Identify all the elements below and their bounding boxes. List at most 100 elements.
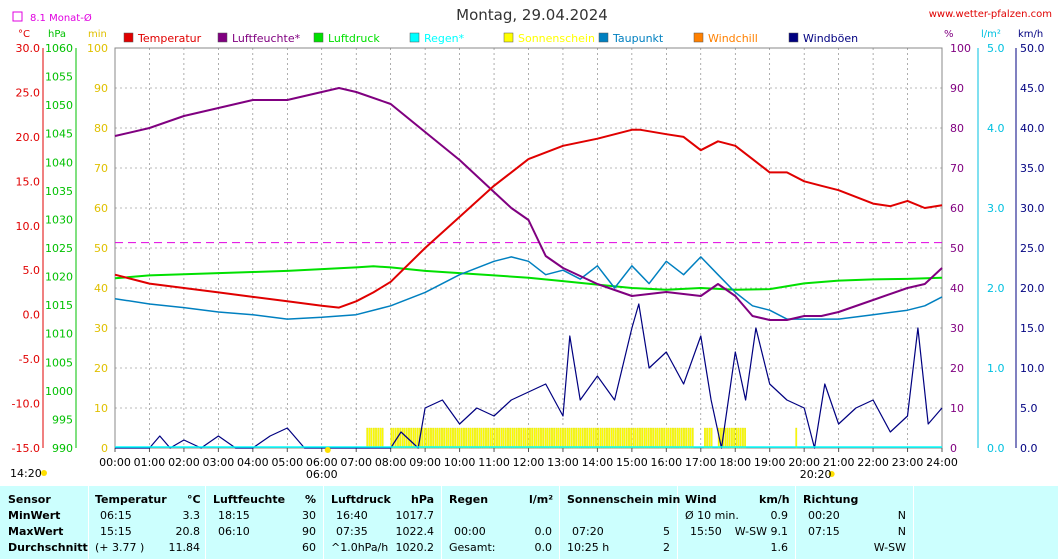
rain-time: 00:00	[454, 525, 486, 538]
legend-swatch	[503, 32, 514, 43]
temp-tick-label: -15.0	[12, 442, 40, 455]
hpa-tick-label: 1025	[45, 242, 73, 255]
sunshine-bar	[592, 427, 595, 449]
time-tick-label: 10:00	[444, 456, 476, 469]
unit-rain: l/m²	[981, 29, 1001, 40]
sunshine-bar	[471, 427, 474, 449]
wind-tick-label: 20.0	[1020, 282, 1045, 295]
min-tick-label: 60	[94, 202, 108, 215]
sunshine-bar	[370, 427, 373, 449]
hpa-tick-label: 1045	[45, 128, 73, 141]
sunshine-bar	[454, 427, 457, 449]
stats-row-max: MaxWert 15:15 20.8 06:10 90 07:35 1022.4…	[0, 523, 1058, 539]
rain-tick-label: 4.0	[987, 122, 1005, 135]
sunshine-bar	[546, 427, 549, 449]
pct-tick-label: 100	[950, 42, 971, 55]
sunshine-bar	[427, 427, 430, 449]
sunshine-bar	[390, 427, 393, 449]
temp-tick-label: 10.0	[16, 220, 41, 233]
sunset-label: 20:20	[800, 468, 832, 481]
avg-legend-box	[12, 11, 23, 22]
sunshine-bar	[537, 427, 540, 449]
sunshine-bar	[559, 427, 562, 449]
pressure-value: 1020.2	[395, 541, 435, 554]
rain-value: 0.0	[534, 541, 553, 554]
site-link[interactable]: www.wetter-pfalzen.com	[929, 9, 1052, 20]
sunshine-bar	[612, 427, 615, 449]
min-tick-label: 80	[94, 122, 108, 135]
min-tick-label: 10	[94, 402, 108, 415]
sunshine-bar	[652, 427, 655, 449]
pct-tick-label: 20	[950, 362, 964, 375]
time-tick-label: 11:00	[478, 456, 510, 469]
sunshine-bar	[577, 427, 580, 449]
sunshine-bar	[795, 427, 798, 449]
pressure-time: 07:35	[336, 525, 368, 538]
legend-label: Temperatur	[137, 32, 202, 45]
sunshine-bar	[689, 427, 692, 449]
sunshine-bar	[656, 427, 659, 449]
sunshine-interval	[390, 427, 694, 449]
pct-tick-label: 50	[950, 242, 964, 255]
row-label: MaxWert	[8, 525, 64, 538]
sunshine-bar	[478, 427, 481, 449]
axes: 30.0 25.0 20.0 15.0 10.0 5.0 0.0 -5.0 -10.0 -15.0…	[12, 42, 1045, 469]
sunshine-bar	[579, 427, 582, 449]
temp-tick-label: 25.0	[16, 86, 41, 99]
series-line-windböen	[115, 303, 943, 449]
wind-tick-label: 10.0	[1020, 362, 1045, 375]
sunshine-bar	[485, 427, 487, 449]
humidity-time: 18:15	[218, 509, 250, 522]
humidity-time: 06:10	[218, 525, 250, 538]
sunshine-bar	[614, 427, 617, 449]
temp-value: 3.3	[182, 509, 201, 522]
time-tick-label: 19:00	[754, 456, 786, 469]
stats-separator	[205, 486, 206, 559]
legend-label: Regen*	[424, 32, 465, 45]
sunshine-bar	[630, 427, 633, 449]
sunshine-bar	[641, 427, 644, 449]
sunshine-bar	[680, 427, 683, 449]
hpa-tick-label: 1010	[45, 328, 73, 341]
sunshine-bar	[724, 427, 727, 449]
sunshine-bar	[610, 427, 613, 449]
weather-chart: Montag, 29.04.2024 www.wetter-pfalzen.co…	[10, 6, 1052, 481]
wind-tick-label: 45.0	[1020, 82, 1045, 95]
sunshine-bar	[557, 427, 560, 449]
sunshine-bar	[597, 427, 600, 449]
sunshine-bar	[375, 427, 377, 449]
rain-tick-label: 1.0	[987, 362, 1005, 375]
sunshine-bar	[414, 427, 417, 449]
legend-label: Luftdruck	[328, 32, 380, 45]
rain-tick-label: 2.0	[987, 282, 1005, 295]
sunshine-bar	[731, 427, 733, 449]
stats-separator	[677, 486, 678, 559]
time-tick-label: 06:00	[306, 456, 338, 469]
sunshine-bar	[445, 427, 448, 449]
pct-tick-label: 40	[950, 282, 964, 295]
sunshine-bar	[683, 427, 685, 449]
humidity-value: 30	[302, 509, 316, 522]
legend-swatch	[313, 32, 324, 43]
time-tick-label: 22:00	[857, 456, 889, 469]
sunshine-bar	[430, 427, 432, 449]
direction-value: W-SW	[873, 541, 906, 554]
series-lines	[114, 87, 943, 449]
legend-swatch	[123, 32, 134, 43]
sunshine-bar	[432, 427, 435, 449]
sunshine-bar	[691, 427, 694, 449]
sunshine-bar	[456, 427, 459, 449]
sunshine-bar	[551, 427, 553, 449]
sunshine-bar	[575, 427, 578, 449]
sunshine-bar	[667, 427, 670, 449]
min-tick-label: 40	[94, 282, 108, 295]
min-tick-label: 30	[94, 322, 108, 335]
direction-value: N	[897, 525, 906, 538]
sunshine-bar	[608, 427, 611, 449]
temp-tick-label: 5.0	[23, 264, 41, 277]
sunshine-bar	[507, 427, 509, 449]
sunshine-bar	[548, 427, 551, 449]
sunshine-bar	[531, 427, 534, 449]
sunshine-bar	[425, 427, 428, 449]
wind-tick-label: 50.0	[1020, 42, 1045, 55]
